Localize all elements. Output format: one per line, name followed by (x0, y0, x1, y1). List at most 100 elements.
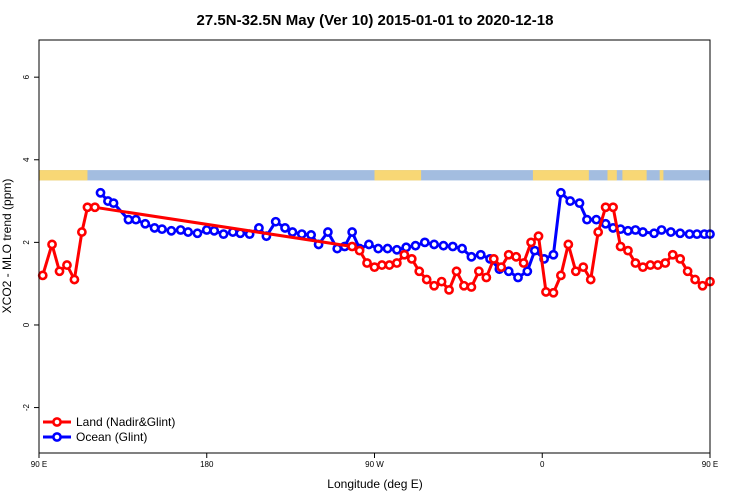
data-point-land (548, 287, 559, 298)
data-point-ocean (123, 214, 134, 225)
data-point-land (578, 262, 589, 273)
data-point-ocean (323, 227, 333, 237)
data-point-land (615, 241, 626, 252)
data-point-ocean (401, 242, 412, 253)
data-point-land (533, 231, 544, 242)
data-point-ocean (183, 227, 194, 237)
data-point-ocean (364, 239, 374, 250)
data-point-ocean (218, 229, 229, 240)
data-point-ocean (555, 187, 566, 198)
data-point-ocean (582, 214, 592, 225)
legend-label-ocean: Ocean (Glint) (76, 430, 147, 444)
data-point-land (451, 266, 462, 277)
series-layer (37, 187, 715, 298)
data-point-ocean (296, 229, 307, 240)
data-point-ocean (684, 229, 695, 240)
data-point-ocean (591, 214, 602, 225)
data-point-land (82, 202, 93, 213)
data-point-ocean (513, 272, 523, 283)
data-point-ocean (623, 225, 633, 236)
chart-title: 27.5N-32.5N May (Ver 10) 2015-01-01 to 2… (197, 12, 554, 29)
data-point-land (585, 274, 596, 285)
legend-marker-land (52, 417, 62, 427)
y-tick-label: 2 (22, 240, 31, 245)
data-point-land (593, 227, 604, 237)
data-point-ocean (270, 216, 281, 227)
band-land-segment (622, 170, 647, 181)
data-point-ocean (447, 241, 458, 252)
data-point-land (608, 202, 618, 213)
data-point-land (563, 239, 574, 250)
data-point-land (652, 260, 663, 270)
data-point-ocean (574, 198, 585, 209)
data-point-ocean (149, 223, 160, 233)
data-point-land (488, 253, 499, 264)
data-point-land (503, 249, 514, 260)
data-point-land (414, 266, 425, 277)
data-point-land (62, 260, 72, 270)
y-tick-label: -2 (22, 403, 31, 411)
data-point-ocean (209, 225, 220, 236)
data-point-ocean (166, 225, 177, 236)
data-point-ocean (630, 225, 641, 235)
data-point-land (638, 262, 648, 273)
data-point-ocean (438, 240, 449, 251)
data-point-land (90, 202, 100, 213)
data-point-land (47, 239, 57, 250)
data-point-land (630, 258, 641, 268)
data-point-land (429, 280, 440, 291)
x-tick-label: 90 E (702, 460, 718, 469)
data-point-land (570, 266, 581, 277)
data-point-land (362, 258, 372, 268)
data-point-land (645, 260, 656, 270)
data-point-land (76, 227, 87, 237)
band-land-segment (532, 170, 589, 181)
data-point-ocean (600, 218, 611, 229)
band-land-segment (659, 170, 664, 181)
data-point-ocean (140, 218, 151, 229)
data-point-ocean (692, 229, 702, 240)
data-point-ocean (503, 266, 514, 277)
data-point-land (690, 274, 700, 285)
data-point-land (444, 284, 454, 295)
data-point-ocean (529, 245, 540, 256)
data-point-ocean (475, 249, 486, 260)
data-point-land (496, 262, 507, 273)
x-tick-label: 180 (200, 460, 214, 469)
y-tick-label: 4 (22, 157, 31, 162)
data-point-land (384, 260, 395, 270)
data-point-land (54, 266, 65, 277)
data-point-land (481, 272, 492, 283)
data-point-ocean (373, 243, 384, 254)
data-point-ocean (382, 243, 393, 254)
x-tick-label: 90 E (31, 460, 47, 469)
band-land-segment (607, 170, 617, 181)
x-axis: 90 E 180 90 W 0 90 E (31, 453, 718, 469)
data-point-ocean (287, 227, 298, 237)
data-point-ocean (522, 266, 533, 277)
data-point-ocean (548, 249, 559, 260)
series-land (37, 202, 715, 298)
data-point-land (436, 276, 447, 287)
data-point-land (369, 262, 380, 273)
data-point-ocean (192, 228, 203, 239)
series-ocean (95, 187, 715, 283)
data-point-land (667, 249, 678, 260)
data-point-land (518, 258, 529, 268)
y-tick-label: 6 (22, 74, 31, 79)
data-point-land (473, 266, 484, 277)
data-point-ocean (457, 243, 468, 254)
y-axis-label: XCO2 - MLO trend (ppm) (0, 179, 14, 314)
data-point-ocean (665, 227, 676, 237)
data-point-land (675, 253, 686, 264)
data-point-ocean (638, 227, 648, 237)
data-point-land (600, 202, 611, 213)
data-point-land (541, 287, 551, 297)
data-point-ocean (675, 228, 686, 239)
legend-marker-ocean (52, 432, 62, 442)
data-point-ocean (201, 225, 212, 235)
data-point-ocean (306, 230, 317, 240)
data-point-land (526, 237, 536, 248)
legend-label-land: Land (Nadir&Glint) (76, 415, 175, 429)
